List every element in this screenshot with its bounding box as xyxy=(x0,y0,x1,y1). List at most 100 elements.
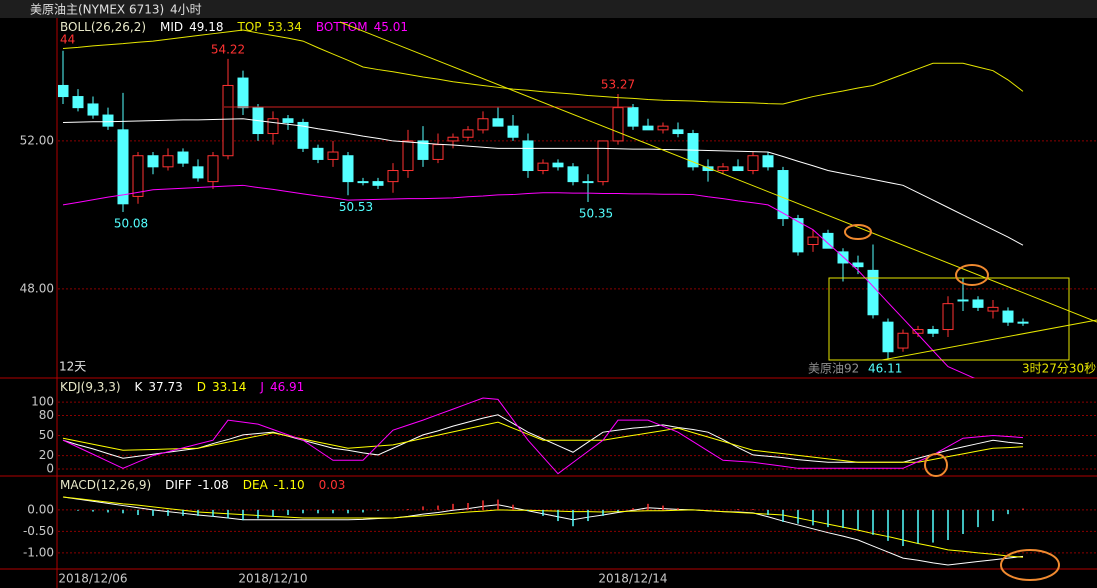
y-tick-label: -1.00 xyxy=(23,545,54,559)
indicator-line xyxy=(62,397,1024,475)
legend: KDJ(9,3,3) K 37.73 D 33.14 J 46.91 xyxy=(60,380,304,394)
candle-body xyxy=(987,306,999,312)
indicator-line xyxy=(62,118,1024,246)
candle-body xyxy=(297,121,309,149)
trend-line xyxy=(339,21,1097,323)
highlight-circle xyxy=(924,453,948,477)
candle-body xyxy=(852,262,864,268)
drawing-tools xyxy=(224,21,1097,581)
candle-body xyxy=(417,140,429,160)
candle-body xyxy=(402,140,414,172)
x-tick-label: 2018/12/14 xyxy=(598,572,667,586)
candle-body xyxy=(162,155,174,168)
legend-value: 45.01 xyxy=(374,20,408,34)
legend: MACD(12,26,9) DIFF -1.08 DEA -1.10 0.03 xyxy=(60,478,345,492)
legend-name: BOTTOM xyxy=(316,20,368,34)
candle-body xyxy=(747,155,759,172)
legend-value: 53.34 xyxy=(268,20,302,34)
legend-name: DIFF xyxy=(165,478,192,492)
candle-body xyxy=(567,166,579,183)
indicator-line xyxy=(62,29,1024,105)
y-tick-label: 50 xyxy=(39,428,54,442)
candle-body xyxy=(462,129,474,138)
candle-body xyxy=(957,299,969,302)
candle-body xyxy=(627,107,639,127)
candle-body xyxy=(477,118,489,131)
highlight-circle xyxy=(1000,549,1060,581)
legend-value: 33.14 xyxy=(212,380,246,394)
legend-value: -1.08 xyxy=(198,478,229,492)
price-label: 44 xyxy=(60,33,75,47)
timeframe: 4小时 xyxy=(170,3,202,17)
highlight-circle xyxy=(844,224,872,240)
candle-body xyxy=(912,329,924,334)
candle-body xyxy=(612,107,624,142)
legend-name: TOP xyxy=(237,20,262,34)
candle-body xyxy=(177,151,189,164)
x-tick-label: 2018/12/10 xyxy=(238,572,307,586)
candle-body xyxy=(702,166,714,172)
candle-body xyxy=(117,129,129,205)
candle-body xyxy=(432,144,444,160)
legend-name: MID xyxy=(160,20,183,34)
candle-body xyxy=(357,181,369,184)
candle-body xyxy=(147,155,159,168)
candle-body xyxy=(72,96,84,109)
candle-body xyxy=(267,118,279,135)
candle-body xyxy=(507,125,519,138)
candle-body xyxy=(942,303,954,331)
y-tick-label: 80 xyxy=(39,408,54,422)
candle-body xyxy=(102,114,114,127)
candle-body xyxy=(732,166,744,172)
low-label: 50.35 xyxy=(579,206,613,220)
y-tick-label: 20 xyxy=(39,448,54,462)
low-label: 50.53 xyxy=(339,200,373,214)
candle-body xyxy=(492,118,504,127)
y-tick-label: -0.50 xyxy=(23,524,54,538)
candle-body xyxy=(327,151,339,160)
candle-body xyxy=(387,170,399,183)
y-tick-label: 52.00 xyxy=(20,133,54,147)
candle-body xyxy=(342,155,354,183)
candle-body xyxy=(972,299,984,308)
indicator-line xyxy=(62,184,976,378)
period-label: 12天 xyxy=(59,360,86,374)
high-label: 53.27 xyxy=(601,77,635,91)
countdown: 3时27分30秒 xyxy=(1022,362,1096,376)
legend-value: 0.03 xyxy=(319,478,346,492)
legend: BOLL(26,26,2) MID 49.18 TOP 53.34 BOTTOM 45.01 xyxy=(60,20,408,34)
trend-line xyxy=(881,319,1097,361)
x-tick-label: 2018/12/06 xyxy=(58,572,127,586)
candle-body xyxy=(132,155,144,197)
legend-name: DEA xyxy=(243,478,269,492)
candle-body xyxy=(372,181,384,186)
candle-body xyxy=(762,155,774,168)
cursor-price: 46.11 xyxy=(868,362,902,376)
legend-indicator: KDJ(9,3,3) xyxy=(60,380,121,394)
legend-name: K xyxy=(135,380,144,394)
candle-body xyxy=(807,236,819,245)
candle-body xyxy=(897,332,909,349)
candle-body xyxy=(522,140,534,172)
legend-value: 37.73 xyxy=(148,380,182,394)
candle-body xyxy=(552,162,564,168)
candle-body xyxy=(537,162,549,172)
candle-body xyxy=(447,136,459,142)
candle-body xyxy=(927,329,939,334)
candle-body xyxy=(192,166,204,179)
y-tick-label: 48.00 xyxy=(20,281,54,295)
legend-value: 46.91 xyxy=(270,380,304,394)
high-label: 54.22 xyxy=(211,42,245,56)
y-tick-label: 0.00 xyxy=(27,502,54,516)
candle-body xyxy=(837,251,849,264)
candle-body xyxy=(312,147,324,160)
y-tick-label: 100 xyxy=(31,395,54,409)
y-tick-label: 0 xyxy=(46,461,54,475)
header-bar xyxy=(0,0,1097,18)
candle-body xyxy=(597,140,609,183)
legend-name: J xyxy=(259,380,264,394)
legend-value: 49.18 xyxy=(189,20,223,34)
legend-value: -1.10 xyxy=(274,478,305,492)
candle-body xyxy=(882,321,894,353)
candle-body xyxy=(237,77,249,109)
